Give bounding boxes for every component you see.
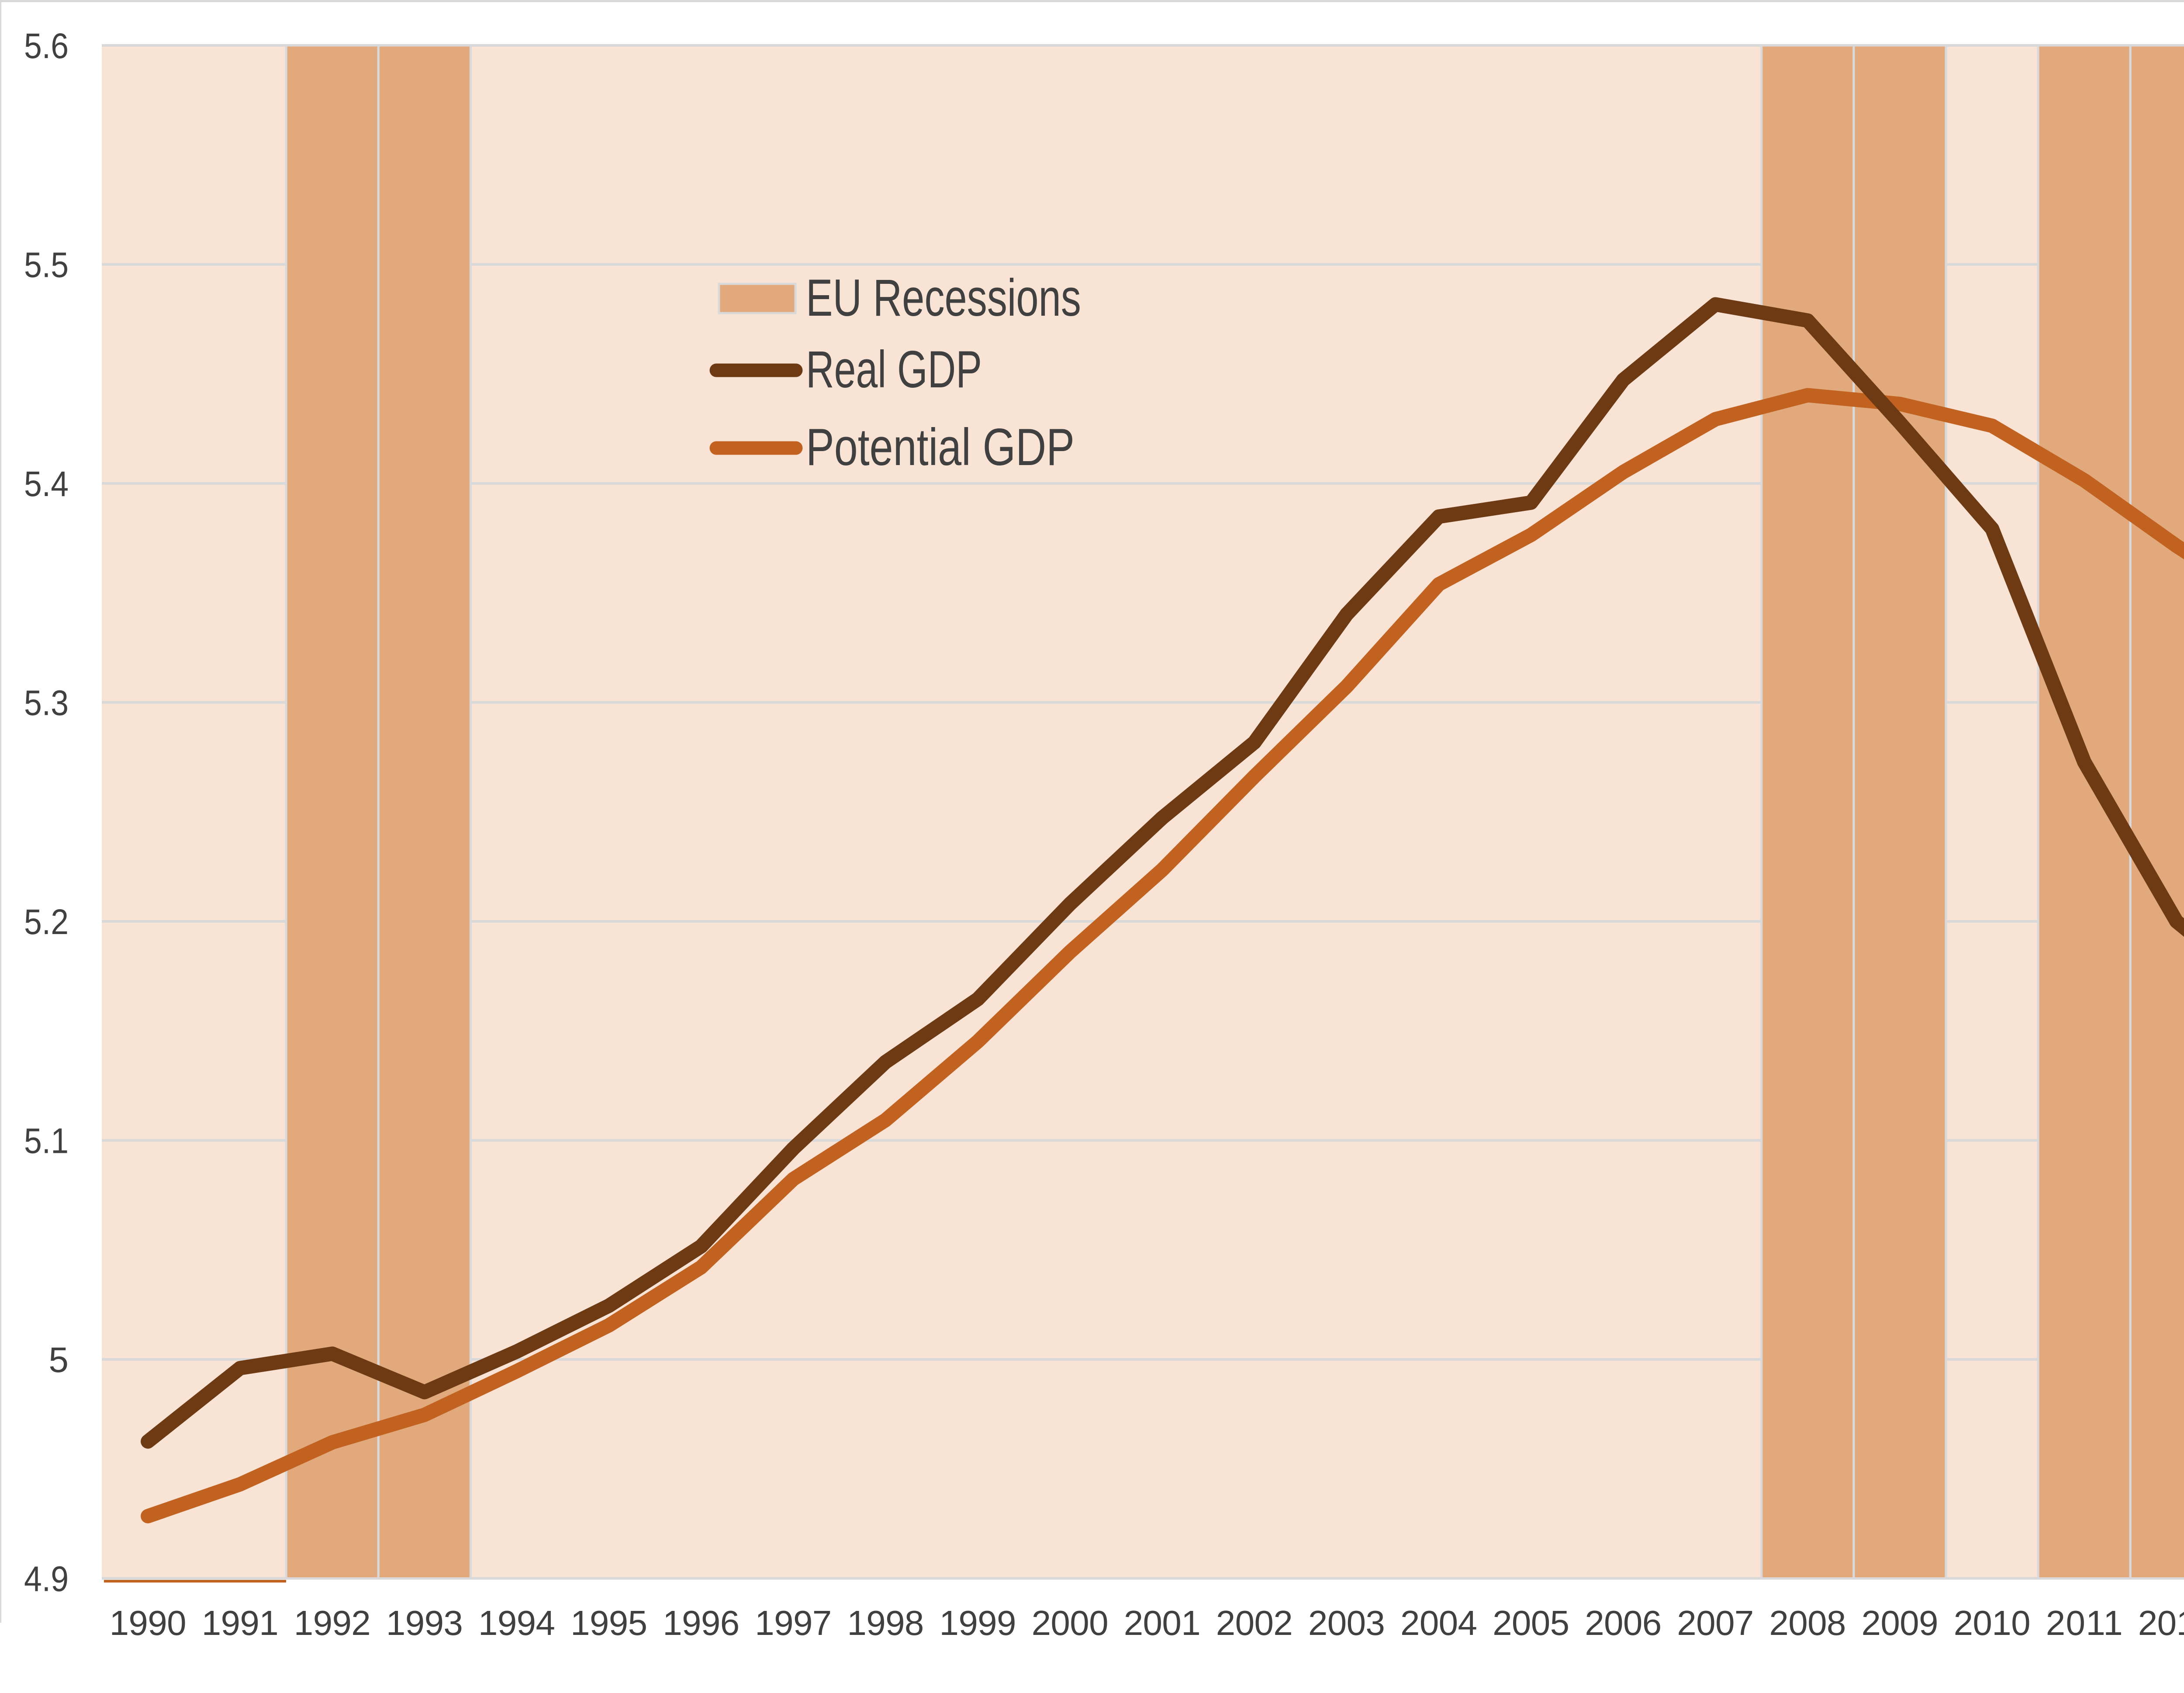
svg-text:Real GDP: Real GDP [806, 340, 982, 399]
svg-text:1997: 1997 [755, 1603, 832, 1642]
svg-text:4.9: 4.9 [24, 1559, 69, 1599]
svg-text:2001: 2001 [1124, 1603, 1201, 1642]
svg-text:1999: 1999 [940, 1603, 1016, 1642]
svg-text:1992: 1992 [294, 1603, 371, 1642]
svg-text:2010: 2010 [1954, 1603, 2031, 1642]
svg-text:EU Recessions: EU Recessions [806, 269, 1081, 327]
svg-text:5.4: 5.4 [24, 464, 69, 504]
svg-text:2006: 2006 [1585, 1603, 1662, 1642]
svg-text:5.3: 5.3 [24, 683, 69, 723]
svg-text:2003: 2003 [1308, 1603, 1385, 1642]
svg-text:2009: 2009 [1862, 1603, 1939, 1642]
svg-text:1990: 1990 [110, 1603, 187, 1642]
svg-text:5: 5 [48, 1340, 69, 1380]
svg-text:1995: 1995 [570, 1603, 647, 1642]
svg-text:1996: 1996 [663, 1603, 740, 1642]
svg-text:2005: 2005 [1493, 1603, 1569, 1642]
svg-text:5.5: 5.5 [24, 245, 69, 285]
svg-text:2002: 2002 [1216, 1603, 1293, 1642]
svg-text:2004: 2004 [1400, 1603, 1477, 1642]
svg-text:2012: 2012 [2138, 1603, 2184, 1642]
svg-text:5.1: 5.1 [24, 1121, 69, 1161]
svg-text:1998: 1998 [847, 1603, 924, 1642]
svg-text:2011: 2011 [2046, 1603, 2123, 1642]
svg-text:5.6: 5.6 [24, 26, 69, 66]
svg-text:1991: 1991 [202, 1603, 279, 1642]
svg-text:2000: 2000 [1032, 1603, 1109, 1642]
svg-text:1993: 1993 [386, 1603, 463, 1642]
svg-text:Potential GDP: Potential GDP [806, 418, 1075, 476]
svg-text:2007: 2007 [1677, 1603, 1754, 1642]
svg-text:1994: 1994 [478, 1603, 555, 1642]
svg-text:2008: 2008 [1769, 1603, 1846, 1642]
svg-text:5.2: 5.2 [24, 902, 69, 942]
